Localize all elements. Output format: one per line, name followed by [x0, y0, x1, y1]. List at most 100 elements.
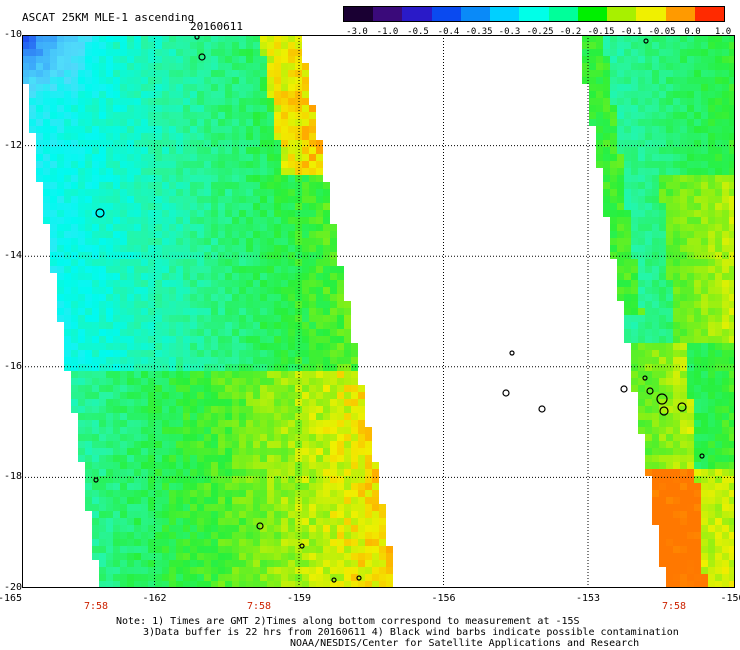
swath-cell: [729, 434, 735, 441]
swath-cell: [197, 427, 204, 434]
swath-cell: [92, 91, 99, 98]
swath-cell: [659, 273, 666, 280]
swath-cell: [64, 140, 71, 147]
swath-cell: [120, 504, 127, 511]
swath-cell: [610, 133, 617, 140]
swath-cell: [638, 133, 645, 140]
swath-cell: [638, 378, 645, 385]
swath-cell: [183, 497, 190, 504]
swath-cell: [323, 574, 330, 581]
swath-cell: [29, 91, 36, 98]
swath-cell: [218, 266, 225, 273]
swath-cell: [239, 399, 246, 406]
swath-cell: [309, 483, 316, 490]
swath-cell: [127, 140, 134, 147]
swath-cell: [645, 182, 652, 189]
swath-cell: [148, 280, 155, 287]
swath-cell: [708, 364, 715, 371]
swath-cell: [155, 455, 162, 462]
island-outline: [659, 406, 669, 416]
swath-cell: [204, 441, 211, 448]
swath-cell: [673, 105, 680, 112]
swath-cell: [232, 525, 239, 532]
swath-cell: [715, 210, 722, 217]
swath-cell: [309, 385, 316, 392]
swath-cell: [155, 504, 162, 511]
swath-cell: [127, 553, 134, 560]
swath-cell: [708, 350, 715, 357]
swath-cell: [680, 350, 687, 357]
swath-cell: [659, 287, 666, 294]
swath-cell: [708, 35, 715, 42]
swath-cell: [197, 476, 204, 483]
swath-cell: [204, 490, 211, 497]
swath-cell: [246, 574, 253, 581]
swath-cell: [694, 154, 701, 161]
swath-cell: [631, 105, 638, 112]
swath-cell: [106, 469, 113, 476]
swath-cell: [71, 252, 78, 259]
swath-cell: [169, 252, 176, 259]
swath-cell: [225, 483, 232, 490]
swath-cell: [673, 434, 680, 441]
swath-cell: [246, 581, 253, 588]
swath-cell: [722, 42, 729, 49]
swath-cell: [92, 385, 99, 392]
swath-cell: [232, 392, 239, 399]
swath-cell: [722, 399, 729, 406]
swath-cell: [99, 217, 106, 224]
island-outline: [256, 522, 264, 530]
swath-cell: [708, 56, 715, 63]
swath-cell: [309, 392, 316, 399]
swath-cell: [295, 343, 302, 350]
swath-cell: [127, 105, 134, 112]
swath-cell: [638, 371, 645, 378]
swath-cell: [78, 189, 85, 196]
swath-cell: [316, 371, 323, 378]
swath-cell: [232, 105, 239, 112]
swath-cell: [645, 252, 652, 259]
swath-cell: [106, 532, 113, 539]
swath-cell: [603, 98, 610, 105]
swath-cell: [351, 553, 358, 560]
swath-cell: [113, 546, 120, 553]
colorbar: [343, 6, 725, 22]
swath-cell: [351, 427, 358, 434]
swath-cell: [134, 98, 141, 105]
swath-cell: [190, 63, 197, 70]
swath-cell: [211, 42, 218, 49]
swath-cell: [253, 560, 260, 567]
swath-cell: [309, 182, 316, 189]
swath-cell: [596, 161, 603, 168]
swath-cell: [218, 532, 225, 539]
swath-cell: [330, 504, 337, 511]
swath-cell: [680, 196, 687, 203]
swath-cell: [260, 273, 267, 280]
swath-cell: [323, 371, 330, 378]
swath-cell: [169, 154, 176, 161]
swath-cell: [225, 147, 232, 154]
swath-cell: [197, 350, 204, 357]
swath-cell: [323, 217, 330, 224]
swath-cell: [141, 392, 148, 399]
swath-cell: [687, 406, 694, 413]
swath-cell: [141, 63, 148, 70]
swath-cell: [50, 168, 57, 175]
swath-cell: [337, 406, 344, 413]
swath-cell: [43, 189, 50, 196]
swath-cell: [78, 49, 85, 56]
swath-cell: [344, 413, 351, 420]
swath-cell: [218, 490, 225, 497]
swath-cell: [617, 63, 624, 70]
swath-cell: [316, 448, 323, 455]
swath-cell: [582, 42, 589, 49]
swath-cell: [43, 154, 50, 161]
swath-cell: [323, 511, 330, 518]
swath-cell: [64, 84, 71, 91]
swath-cell: [281, 84, 288, 91]
swath-cell: [183, 112, 190, 119]
swath-cell: [295, 168, 302, 175]
swath-cell: [162, 469, 169, 476]
swath-cell: [127, 224, 134, 231]
swath-cell: [113, 553, 120, 560]
